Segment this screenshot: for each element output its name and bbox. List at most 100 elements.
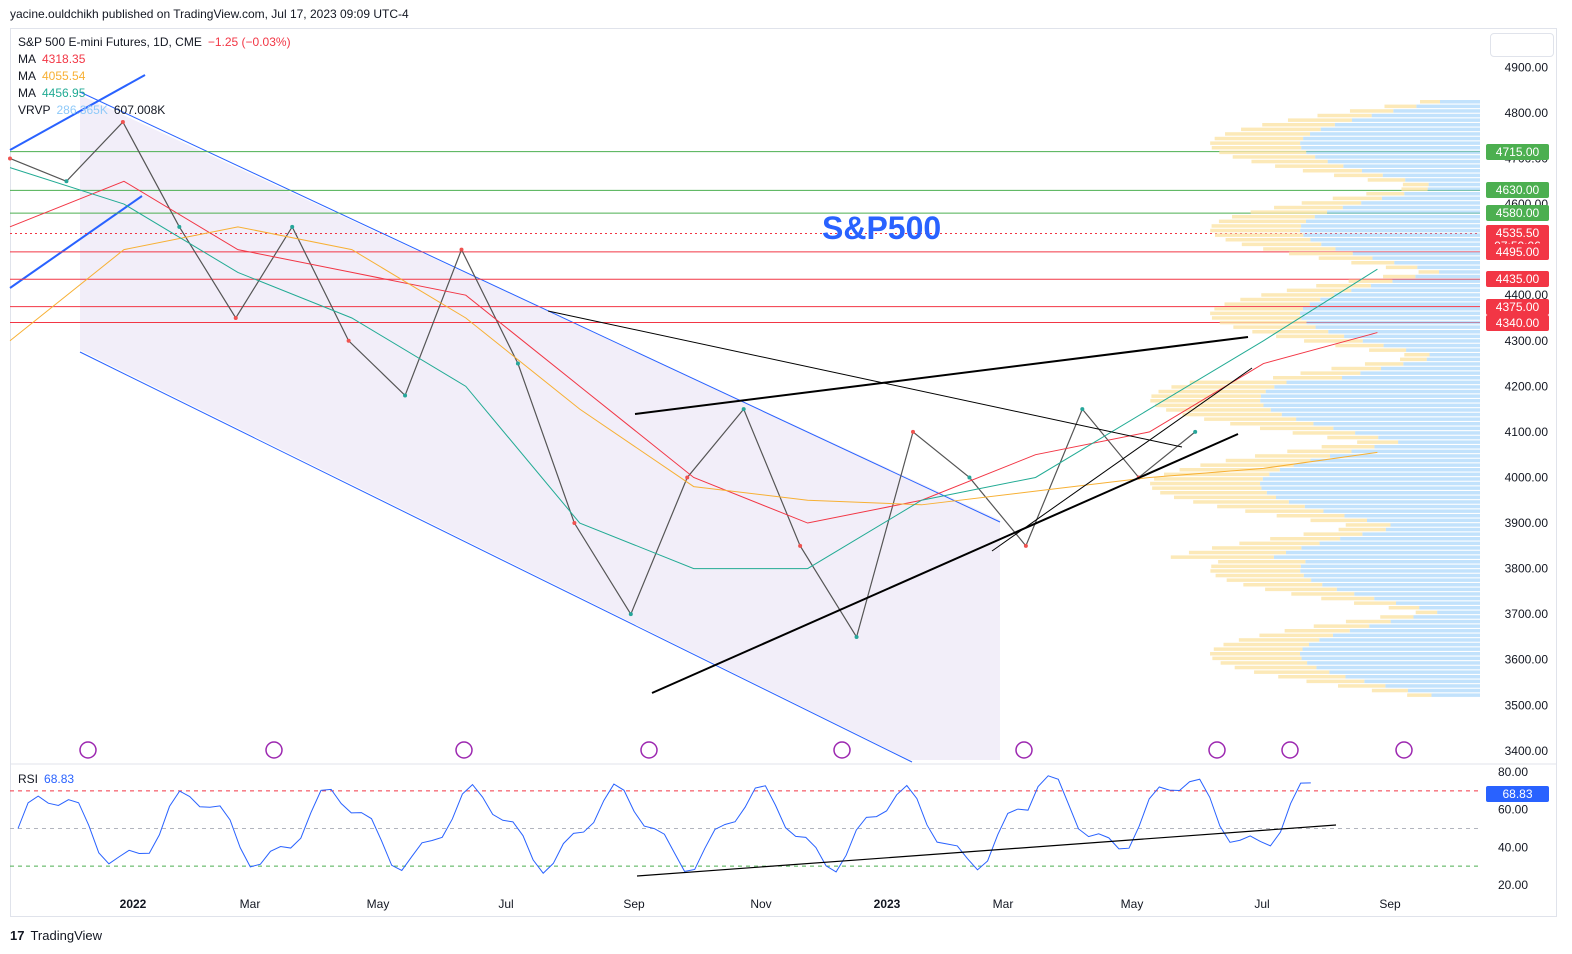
volume-profile-bar (1354, 601, 1397, 605)
price-point (120, 120, 125, 125)
volume-profile-bar (1314, 215, 1480, 219)
volume-profile-bar (1392, 279, 1480, 283)
volume-profile-bar (1217, 504, 1305, 509)
volume-profile-bar (1416, 104, 1480, 109)
volume-profile-bar (1160, 491, 1267, 495)
volume-profile-bar (1301, 146, 1480, 150)
volume-profile-bar (1300, 311, 1480, 316)
volume-profile-bar (1301, 656, 1480, 661)
volume-profile-bar (1431, 693, 1480, 697)
price-tag: 4435.00 (1486, 271, 1549, 288)
volume-profile-bar (1426, 357, 1480, 362)
x-tick-label: May (367, 897, 390, 911)
price-point (64, 179, 69, 184)
volume-profile-bar (1374, 445, 1480, 449)
volume-profile-bar (1334, 293, 1480, 297)
rsi-value: 68.83 (44, 772, 75, 786)
volume-profile-bar (1281, 412, 1480, 417)
price-point (628, 612, 633, 617)
volume-profile-bar (1390, 523, 1480, 527)
x-tick-label: Sep (1379, 897, 1401, 911)
price-point (685, 475, 690, 480)
volume-profile-bar (1289, 251, 1353, 256)
volume-profile-bar (1398, 440, 1480, 444)
volume-profile-bar (1394, 261, 1480, 265)
small-channel-upper (9, 74, 146, 151)
volume-profile-bar (1154, 477, 1263, 481)
volume-profile-bar (1357, 440, 1399, 444)
volume-profile-bar (1152, 486, 1262, 490)
price-point (459, 247, 464, 252)
steep-support-line (991, 367, 1253, 552)
legend-title: S&P 500 E-mini Futures, 1D, CME (18, 35, 202, 49)
volume-profile-bar (1232, 215, 1315, 219)
price-point (177, 224, 182, 229)
volume-profile-bar (1374, 596, 1480, 601)
volume-profile-bar (1367, 178, 1406, 182)
volume-profile-bar (1262, 123, 1335, 127)
axis-settings-button[interactable] (1490, 33, 1554, 57)
ma3-value: 4456.95 (42, 86, 86, 100)
volume-profile-bar (1413, 615, 1480, 619)
volume-profile-bar (1333, 426, 1480, 431)
price-tag: 4630.00 (1486, 182, 1549, 199)
volume-profile-bar (1306, 320, 1480, 325)
y-tick-label: 4000.00 (1505, 470, 1549, 484)
volume-profile-bar (1273, 376, 1343, 380)
ma3-line (9, 167, 1378, 570)
volume-profile-bar (1150, 481, 1261, 486)
volume-profile-bar (1213, 647, 1303, 651)
volume-profile-bar (1318, 256, 1373, 260)
volume-profile-bar (1323, 509, 1480, 513)
volume-profile-bar (1366, 192, 1405, 196)
x-tick-label: 2023 (874, 897, 901, 911)
volume-profile-bar (1286, 380, 1480, 385)
price-tag: 4715.00 (1486, 143, 1549, 160)
volume-profile-bar (1260, 481, 1480, 486)
volume-profile-bar (1300, 564, 1480, 569)
rsi-legend: RSI 68.83 (18, 771, 80, 788)
rising-support-line (651, 433, 1239, 694)
volume-profile-bar (1215, 573, 1304, 578)
volume-profile-bar (1404, 353, 1430, 357)
volume-profile-bar (1261, 293, 1335, 297)
volume-profile-bar (1370, 284, 1480, 288)
y-tick-label: 3700.00 (1505, 607, 1549, 621)
volume-profile-bar (1349, 109, 1394, 113)
footer-brand: TradingView (30, 928, 103, 943)
volume-profile-bar (1366, 518, 1480, 523)
volume-profile-bar (1301, 201, 1362, 205)
volume-profile-bar (1263, 403, 1480, 408)
volume-profile-bar (1351, 261, 1395, 265)
volume-profile-bar (1403, 362, 1480, 366)
volume-profile-bar (1218, 219, 1306, 224)
volume-profile-bar (1303, 532, 1363, 536)
price-point (967, 475, 972, 480)
publisher-line: yacine.ouldchikh published on TradingVie… (10, 7, 409, 21)
chart-container[interactable] (10, 28, 1557, 917)
legend: S&P 500 E-mini Futures, 1D, CME −1.25 (−0… (18, 34, 297, 119)
volume-profile-bar (1276, 495, 1480, 500)
volume-profile-bar (1380, 366, 1480, 371)
y-tick-label: 3600.00 (1505, 653, 1549, 667)
volume-profile-bar (1170, 555, 1274, 559)
event-icon (79, 741, 97, 759)
volume-profile-bar (1400, 357, 1427, 362)
volume-profile-bar (1307, 661, 1480, 665)
falling-trend-line (547, 310, 1183, 448)
price-point (1193, 429, 1198, 434)
volume-profile-bar (1288, 500, 1480, 504)
small-channel-lower (9, 195, 143, 289)
volume-profile-bar (1301, 546, 1480, 550)
volume-profile-bar (1182, 412, 1282, 417)
event-icon (833, 741, 851, 759)
volume-profile-bar (1301, 224, 1480, 228)
volume-profile-bar (1313, 624, 1370, 628)
price-point (911, 429, 915, 434)
volume-profile-bar (1369, 348, 1407, 352)
volume-profile-bar (1361, 169, 1480, 173)
volume-profile-bar (1308, 642, 1480, 647)
volume-profile-bar (1332, 196, 1382, 201)
volume-profile-bar (1415, 610, 1438, 615)
